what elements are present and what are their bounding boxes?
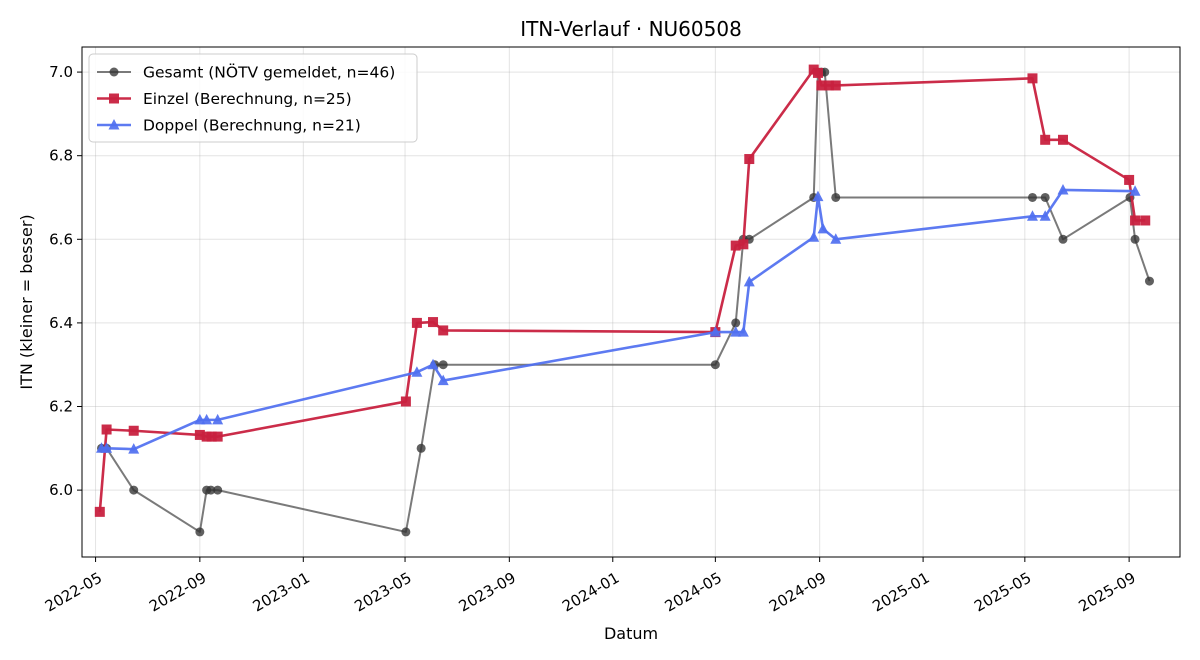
- data-point: [1140, 215, 1151, 226]
- data-point: [401, 527, 411, 537]
- data-point: [1040, 192, 1050, 202]
- data-point: [428, 317, 439, 328]
- legend-label: Doppel (Berechnung, n=21): [143, 117, 361, 135]
- data-point: [437, 374, 449, 386]
- x-tick-label: 2024-05: [662, 569, 725, 616]
- legend-box: [88, 53, 418, 143]
- data-point: [411, 317, 422, 328]
- data-point: [201, 413, 213, 425]
- data-point: [1040, 134, 1051, 145]
- data-point: [812, 190, 824, 202]
- data-point: [411, 366, 423, 377]
- data-point: [730, 326, 742, 337]
- data-point: [1026, 210, 1038, 221]
- legend-label: Einzel (Berechnung, n=25): [143, 90, 352, 108]
- y-tick-label: 6.0: [49, 481, 73, 499]
- data-point: [1039, 210, 1051, 221]
- data-point: [709, 326, 721, 337]
- data-point: [823, 80, 834, 91]
- data-point: [737, 326, 749, 337]
- x-tick-label: 2025-01: [869, 569, 932, 616]
- data-point: [830, 233, 842, 244]
- data-point: [831, 192, 841, 202]
- data-point: [195, 527, 205, 537]
- data-point: [817, 222, 829, 234]
- data-point: [438, 325, 449, 336]
- data-point: [94, 506, 105, 517]
- series-layer: [94, 64, 1154, 537]
- x-axis-ticks: 2022-05 2022-09 2023-01 2023-05 2023-09 2024-…: [42, 557, 1139, 616]
- data-point: [213, 485, 223, 495]
- y-tick-label: 6.4: [49, 314, 73, 332]
- plot-frame: [81, 46, 1181, 558]
- data-point: [427, 358, 439, 370]
- data-point: [206, 431, 217, 442]
- x-tick-label: 2022-05: [42, 569, 105, 616]
- grid: [82, 47, 1180, 557]
- y-axis-ticks: 6.0 6.2 6.4 6.6 6.8 7.0: [49, 63, 82, 499]
- data-point: [438, 360, 448, 370]
- x-tick-label: 2023-01: [250, 569, 313, 616]
- series-triangle: [96, 183, 1141, 454]
- x-tick-label: 2022-09: [146, 569, 209, 616]
- y-tick-label: 7.0: [49, 63, 73, 81]
- data-point: [710, 360, 720, 370]
- data-point: [128, 425, 139, 436]
- data-point: [1124, 174, 1135, 185]
- data-point: [101, 424, 112, 435]
- data-point: [743, 275, 755, 287]
- x-tick-label: 2024-01: [559, 569, 622, 616]
- data-point: [1058, 234, 1068, 244]
- chart-title: ITN-Verlauf · NU60508: [520, 17, 742, 41]
- data-point: [830, 80, 841, 91]
- data-point: [1057, 183, 1069, 195]
- x-tick-label: 2025-05: [971, 569, 1034, 616]
- data-point: [1130, 215, 1141, 226]
- legend-marker: [109, 67, 119, 77]
- legend-marker: [109, 93, 119, 104]
- data-point: [129, 485, 139, 495]
- y-tick-label: 6.2: [49, 398, 73, 416]
- x-tick-label: 2024-09: [766, 569, 829, 616]
- data-point: [1027, 192, 1037, 202]
- data-point: [1130, 234, 1140, 244]
- data-point: [1027, 73, 1038, 84]
- x-tick-label: 2023-09: [456, 569, 519, 616]
- x-axis-label: Datum: [604, 624, 658, 643]
- data-point: [400, 396, 411, 407]
- legend-marker: [108, 119, 120, 130]
- data-point: [212, 431, 223, 442]
- data-point: [730, 240, 741, 251]
- x-tick-label: 2025-09: [1075, 569, 1138, 616]
- y-tick-label: 6.8: [49, 147, 73, 165]
- data-point: [1129, 185, 1141, 196]
- data-point: [816, 80, 827, 91]
- data-point: [206, 485, 216, 495]
- data-point: [128, 443, 140, 454]
- data-point: [1144, 276, 1154, 286]
- legend-label: Gesamt (NÖTV gemeldet, n=46): [143, 63, 395, 82]
- data-point: [416, 443, 426, 453]
- data-point: [744, 154, 755, 165]
- y-tick-label: 6.6: [49, 230, 73, 248]
- x-tick-label: 2023-05: [351, 569, 414, 616]
- legend: Gesamt (NÖTV gemeldet, n=46) Einzel (Bere…: [88, 53, 418, 143]
- data-point: [1057, 134, 1068, 145]
- y-axis-label: ITN (kleiner = besser): [17, 214, 36, 389]
- data-point: [808, 231, 820, 242]
- data-point: [812, 67, 823, 78]
- series-square: [94, 64, 1151, 517]
- data-point: [731, 318, 741, 328]
- data-point: [738, 239, 749, 250]
- series-line: [101, 188, 1136, 451]
- data-point: [101, 442, 113, 453]
- data-point: [212, 413, 224, 425]
- data-point: [201, 431, 212, 442]
- data-point: [194, 429, 205, 440]
